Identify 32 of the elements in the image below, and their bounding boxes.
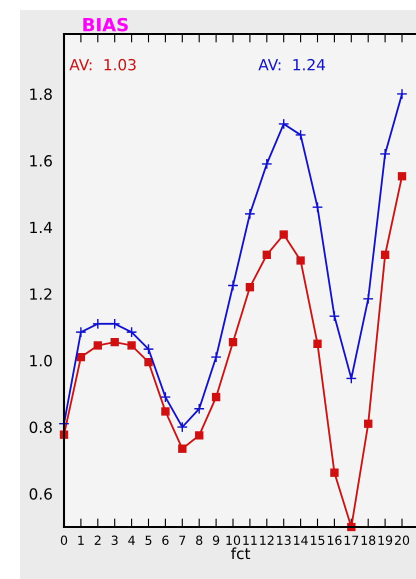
x-tick-label: 8 bbox=[196, 536, 202, 546]
x-tick-label: 11 bbox=[243, 536, 257, 545]
x-tick-label: 2 bbox=[94, 536, 101, 545]
y-tick-label: 1.4 bbox=[30, 222, 52, 234]
y-tick-label: 0.8 bbox=[30, 422, 52, 434]
x-tick-label: 19 bbox=[378, 536, 392, 546]
x-tick-label: 6 bbox=[162, 536, 169, 546]
annotation: AV: 1.24 bbox=[258, 58, 325, 70]
x-tick-label: 3 bbox=[112, 536, 118, 546]
annotation: AV: 1.03 bbox=[69, 58, 136, 70]
y-tick-label: 1.2 bbox=[30, 288, 52, 300]
chart-title: BIAS bbox=[83, 18, 128, 32]
x-axis-title: fct bbox=[231, 547, 250, 560]
x-tick-label: 14 bbox=[294, 536, 308, 545]
y-tick-label: 1.8 bbox=[30, 88, 52, 100]
y-tick-label: 1.0 bbox=[30, 354, 52, 366]
x-tick-label: 7 bbox=[179, 536, 186, 545]
x-tick-label: 9 bbox=[212, 536, 220, 546]
x-tick-label: 0 bbox=[60, 536, 68, 546]
x-tick-label: 16 bbox=[328, 536, 342, 546]
x-tick-label: 5 bbox=[145, 536, 152, 546]
y-tick-label: 0.6 bbox=[30, 488, 52, 500]
x-tick-label: 4 bbox=[128, 536, 135, 545]
x-tick-label: 10 bbox=[226, 536, 240, 546]
x-tick-label: 1 bbox=[78, 536, 84, 545]
x-tick-label: 12 bbox=[260, 536, 274, 545]
x-tick-label: 15 bbox=[310, 536, 324, 546]
y-tick-label: 1.6 bbox=[30, 155, 52, 167]
x-tick-label: 17 bbox=[344, 536, 358, 545]
x-tick-label: 13 bbox=[277, 536, 291, 546]
x-tick-label: 20 bbox=[394, 536, 410, 546]
x-tick-label: 18 bbox=[362, 536, 376, 546]
